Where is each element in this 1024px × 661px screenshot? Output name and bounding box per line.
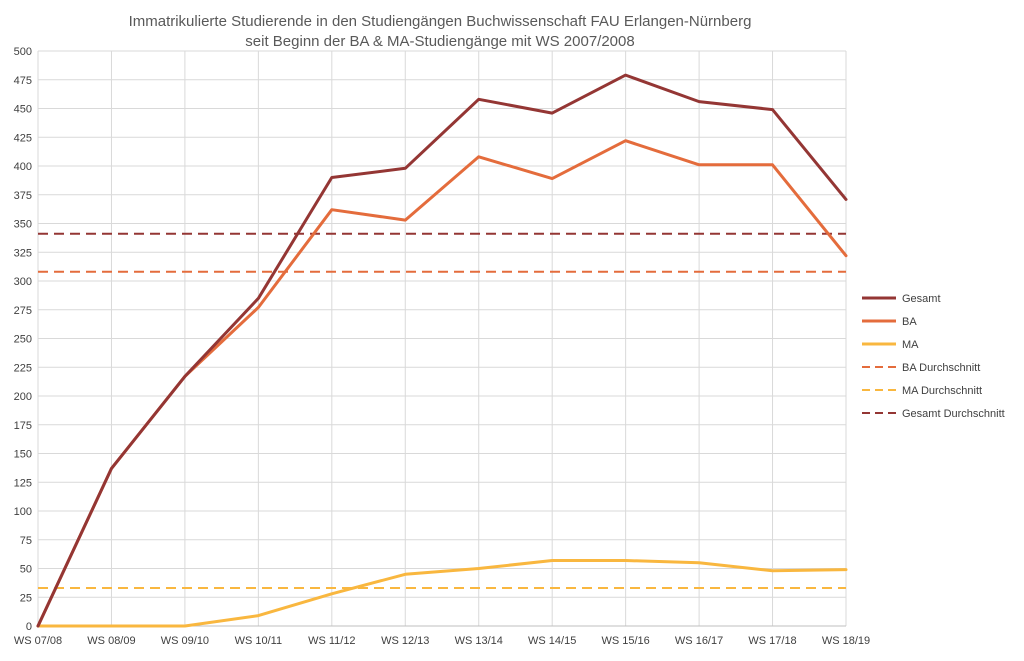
y-tick-label: 225 bbox=[14, 362, 32, 374]
x-tick-label: WS 08/09 bbox=[87, 635, 135, 647]
x-tick-label: WS 14/15 bbox=[528, 635, 576, 647]
chart-title-line-1: Immatrikulierte Studierende in den Studi… bbox=[129, 13, 752, 30]
y-tick-label: 200 bbox=[14, 391, 32, 403]
y-tick-label: 400 bbox=[14, 161, 32, 173]
y-tick-label: 275 bbox=[14, 305, 32, 317]
y-tick-label: 175 bbox=[14, 420, 32, 432]
legend-label-gesamt: Gesamt bbox=[902, 293, 941, 305]
chart-title-line-2: seit Beginn der BA & MA-Studiengänge mit… bbox=[245, 33, 634, 50]
legend-label-gesamt-durchschnitt: Gesamt Durchschnitt bbox=[902, 408, 1005, 420]
gridlines bbox=[37, 50, 847, 627]
y-tick-label: 475 bbox=[14, 75, 32, 87]
series-line-ba bbox=[36, 139, 848, 628]
x-tick-label: WS 15/16 bbox=[601, 635, 649, 647]
y-tick-label: 300 bbox=[14, 276, 32, 288]
chart-title: Immatrikulierte Studierende in den Studi… bbox=[129, 13, 752, 50]
x-tick-label: WS 12/13 bbox=[381, 635, 429, 647]
y-tick-label: 50 bbox=[20, 564, 32, 576]
y-tick-label: 250 bbox=[14, 334, 32, 346]
x-tick-label: WS 18/19 bbox=[822, 635, 870, 647]
y-tick-label: 325 bbox=[14, 247, 32, 259]
y-axis-tick-labels: 0 25 50 75 100 125 150 175 200 225 250 275 300 325 350… bbox=[14, 46, 32, 633]
x-tick-label: WS 07/08 bbox=[14, 635, 62, 647]
y-tick-label: 500 bbox=[14, 46, 32, 58]
y-tick-label: 0 bbox=[26, 621, 32, 633]
y-tick-label: 100 bbox=[14, 506, 32, 518]
y-tick-label: 450 bbox=[14, 104, 32, 116]
x-tick-label: WS 16/17 bbox=[675, 635, 723, 647]
legend-label-ba-durchschnitt: BA Durchschnitt bbox=[902, 362, 980, 374]
x-axis-tick-labels: WS 07/08 WS 08/09 WS 09/10 WS 10/11 WS 11/12… bbox=[14, 635, 870, 647]
x-tick-label: WS 17/18 bbox=[748, 635, 796, 647]
x-tick-label: WS 10/11 bbox=[235, 635, 283, 647]
x-tick-label: WS 13/14 bbox=[455, 635, 503, 647]
series-line-ma bbox=[36, 559, 848, 628]
legend-label-ba: BA bbox=[902, 316, 917, 328]
legend-label-ma-durchschnitt: MA Durchschnitt bbox=[902, 385, 982, 397]
x-tick-label: WS 09/10 bbox=[161, 635, 209, 647]
y-tick-label: 425 bbox=[14, 132, 32, 144]
y-tick-label: 75 bbox=[20, 535, 32, 547]
series-lines bbox=[36, 73, 848, 628]
y-tick-label: 350 bbox=[14, 219, 32, 231]
y-tick-label: 150 bbox=[14, 449, 32, 461]
series-line-gesamt bbox=[36, 73, 848, 628]
y-tick-label: 25 bbox=[20, 592, 32, 604]
legend-label-ma: MA bbox=[902, 339, 919, 351]
y-tick-label: 375 bbox=[14, 190, 32, 202]
legend: Gesamt BA MA BA Durchschnitt MA Durchschnitt… bbox=[862, 293, 1005, 420]
x-tick-label: WS 11/12 bbox=[308, 635, 356, 647]
y-tick-label: 125 bbox=[14, 477, 32, 489]
